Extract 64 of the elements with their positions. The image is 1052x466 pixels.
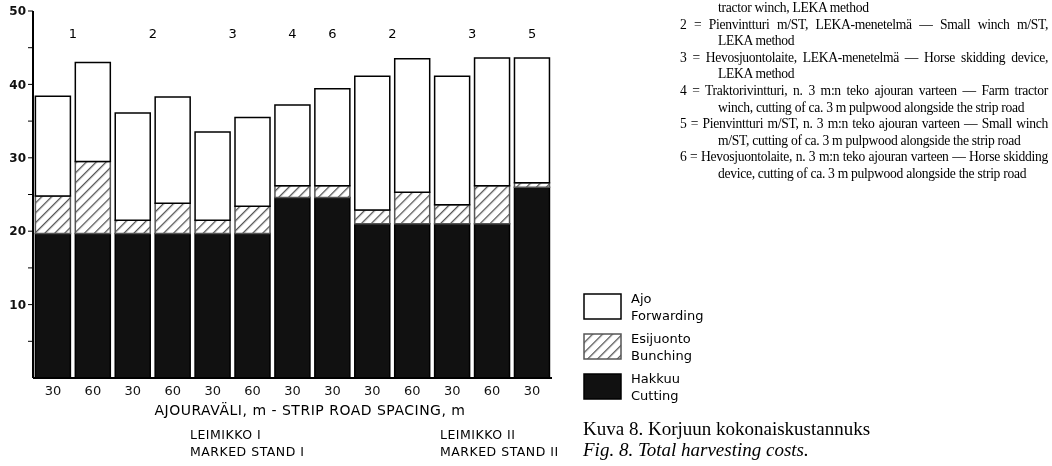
bar xyxy=(473,184,511,225)
annotation: 3 xyxy=(467,26,478,41)
x-tick-label: 30 xyxy=(443,383,461,399)
legend-label: Ajo Forwarding xyxy=(631,290,705,324)
caption: Fig. 8. Total harvesting costs. xyxy=(583,439,809,461)
annotation: 1 xyxy=(67,26,79,41)
x-tick-label: 60 xyxy=(244,383,261,399)
bar xyxy=(314,184,351,199)
x-tick-label: 60 xyxy=(164,383,181,399)
legend-label: Esijuonto Bunching xyxy=(631,330,693,364)
text: tractor winch, LEKA method xyxy=(717,0,870,17)
bar xyxy=(34,195,72,235)
bar xyxy=(393,57,431,194)
text: 3 = Hevosjuontolaite, LEKA-menetelmä — Horse skidding device, LEKA method xyxy=(680,49,1048,83)
bar xyxy=(513,57,551,184)
bar xyxy=(473,57,511,187)
y-tick-label: 50 xyxy=(9,4,26,19)
bar xyxy=(234,116,271,207)
text: 4 = Traktorivintturi, n. 3 m:n teko ajouran varteen — Farm tractor winch, cutting of ca. 3 m pulpwood alongside the strip road xyxy=(680,82,1048,117)
bar xyxy=(354,209,391,225)
bar xyxy=(194,131,231,221)
bar xyxy=(74,160,112,235)
text: 6 = Hevosjuontolaite, n. 3 m:n teko ajouran varteen — Horse skidding device, cutting of ca. 3 m pulpwood alongside the strip road xyxy=(680,149,1048,183)
bar xyxy=(74,61,112,163)
x-tick-label: 30 xyxy=(523,383,541,399)
x-tick-label: 30 xyxy=(284,383,301,399)
annotation: 2 xyxy=(387,26,398,41)
x-tick-label: 60 xyxy=(84,383,102,399)
bar xyxy=(393,191,431,225)
x-tick-label: 30 xyxy=(124,383,142,399)
text: Kuva 8. Korjuun kokonaiskustannuks xyxy=(583,418,871,440)
annotation: 4 xyxy=(287,26,298,41)
y-tick-label: 20 xyxy=(9,224,26,239)
x-axis-title: AJOURAVÄLI, m - STRIP ROAD SPACING, m xyxy=(153,402,467,418)
text: 2 = Pienvintturi m/ST, LEKA-menetelmä — Small winch m/ST, LEKA method xyxy=(680,16,1048,50)
bar xyxy=(274,104,311,187)
text: LEIMIKKO II MARKED STAND II xyxy=(440,426,559,460)
bar xyxy=(194,219,231,235)
text: 5 = Pienvintturi m/ST, n. 3 m:n teko ajouran varteen — Small winch m/ST, cutting of ca. 3 m pulpwood alongside the strip road xyxy=(680,116,1048,150)
bar xyxy=(154,96,191,205)
y-tick-label: 30 xyxy=(9,151,26,166)
bar xyxy=(154,202,191,235)
bar xyxy=(314,88,351,187)
y-tick-label: 10 xyxy=(9,297,26,312)
annotation: 5 xyxy=(526,26,538,41)
x-tick-label: 60 xyxy=(404,383,421,399)
bar xyxy=(433,204,471,225)
x-tick-label: 30 xyxy=(44,383,62,399)
bar xyxy=(433,75,471,206)
y-tick-label: 40 xyxy=(9,77,26,92)
bar xyxy=(354,75,391,211)
legend-label: Hakkuu Cutting xyxy=(631,370,681,404)
text: LEIMIKKO I MARKED STAND I xyxy=(190,426,305,460)
annotation: 6 xyxy=(327,26,338,41)
bar xyxy=(274,184,311,199)
x-tick-label: 30 xyxy=(324,383,341,399)
annotation: 3 xyxy=(227,26,238,41)
annotation: 2 xyxy=(147,26,158,41)
x-tick-label: 30 xyxy=(364,383,381,399)
bar xyxy=(114,219,151,235)
x-tick-label: 30 xyxy=(204,383,221,399)
bar xyxy=(234,205,271,235)
x-tick-label: 60 xyxy=(483,383,501,399)
bar xyxy=(114,112,151,221)
